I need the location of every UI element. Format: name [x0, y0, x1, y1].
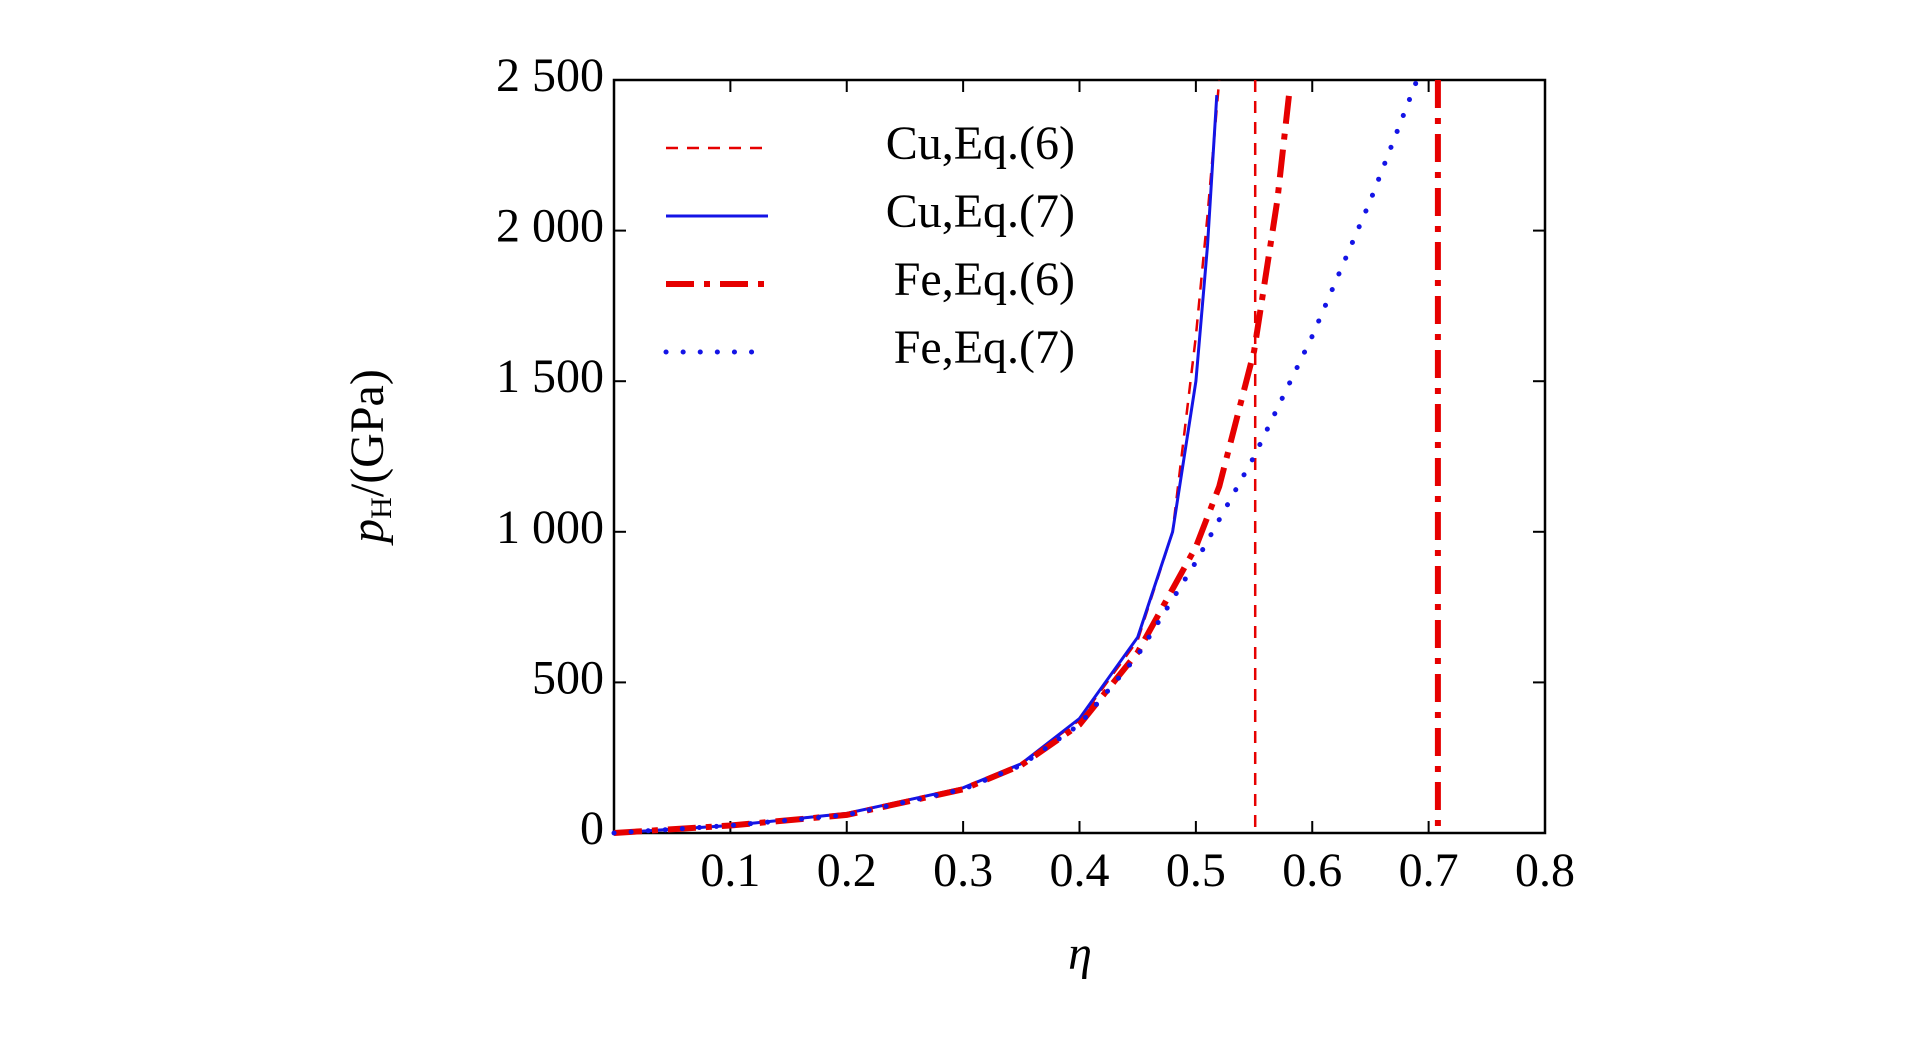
- x-axis-label: η: [1068, 927, 1092, 980]
- y-label-unit: /(GPa): [341, 369, 394, 497]
- y-tick-label: 500: [532, 651, 604, 704]
- y-axis-label: pH/(GPa): [341, 369, 398, 546]
- x-tick-label: 0.2: [817, 844, 877, 897]
- x-tick-label: 0.5: [1166, 844, 1226, 897]
- series-line: [611, 77, 1420, 836]
- plot-frame: [612, 78, 1547, 835]
- legend-label: Fe,Eq.(6): [894, 253, 1075, 306]
- y-tick-label: 1 000: [496, 501, 604, 554]
- x-tick-label: 0.4: [1050, 844, 1110, 897]
- series-line: [613, 95, 1219, 835]
- y-label-symbol: p: [341, 519, 394, 546]
- x-tick-label: 0.6: [1282, 844, 1342, 897]
- y-label-subscript: H: [365, 497, 398, 519]
- y-tick-label: 1 500: [496, 350, 604, 403]
- legend-label: Cu,Eq.(7): [886, 185, 1075, 238]
- legend-label: Fe,Eq.(7): [894, 321, 1075, 374]
- series-line: [613, 80, 1441, 836]
- x-tick-label: 0.3: [933, 844, 993, 897]
- y-tick-label: 0: [580, 802, 604, 855]
- y-tick-label: 2 000: [496, 200, 604, 253]
- legend-label: Cu,Eq.(6): [886, 117, 1075, 170]
- x-tick-label: 0.7: [1399, 844, 1459, 897]
- y-tick-label: 2 500: [496, 49, 604, 102]
- x-tick-label: 0.1: [700, 844, 760, 897]
- x-tick-label: 0.8: [1515, 844, 1575, 897]
